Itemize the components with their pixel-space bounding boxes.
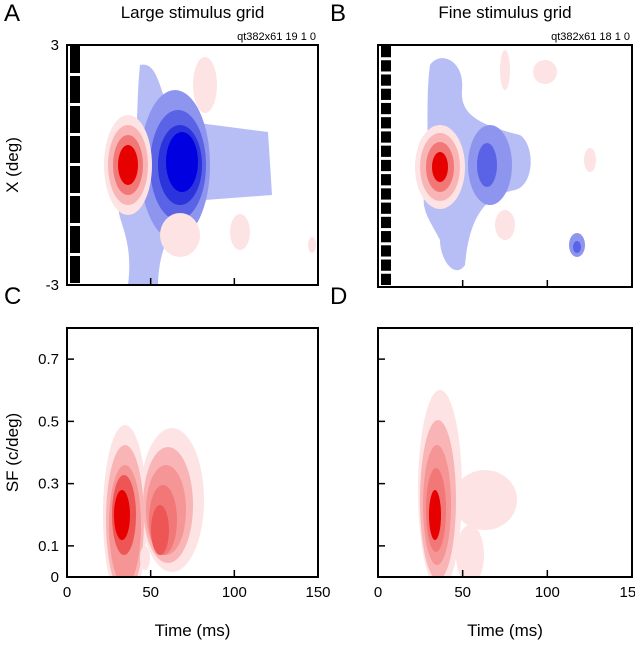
contour [456,525,484,577]
stimulus-bar [70,166,80,193]
stimulus-bar [381,131,391,143]
stimulus-bar [381,117,391,129]
contour [495,210,515,240]
contour-map [418,390,517,577]
stimulus-bar [381,159,391,172]
contour [500,50,510,90]
stimulus-bar [381,60,391,72]
contour [114,490,130,540]
contour-map [104,57,316,285]
stimulus-bar [381,188,391,200]
stimulus-bar [381,245,391,257]
stimulus-bar [70,136,80,163]
contour [453,470,517,530]
y-axis-label: SF (c/deg) [3,413,22,492]
panel-label: B [330,0,346,27]
contour [429,490,441,540]
stimulus-bar [381,74,391,86]
y-tick-label: 0 [51,569,59,586]
panel-title: Fine stimulus grid [438,3,571,22]
x-tick-label: 50 [454,584,471,601]
stimulus-bar [381,102,391,115]
stimulus-bar [381,145,391,157]
contour [166,132,198,192]
stimulus-bar [70,196,80,223]
plot-frame [377,44,633,288]
panel-label: C [4,283,21,310]
contour [193,57,217,113]
x-tick-label: 150 [619,584,635,601]
plot-frame [66,327,319,578]
stimulus-bar [381,259,391,271]
stimulus-bar [381,216,391,229]
x-axis-label: Time (ms) [467,621,543,640]
contour [140,546,150,570]
contour [584,148,596,172]
contour-map [415,50,596,271]
stimulus-bar [70,76,80,103]
panel-label: D [330,283,347,310]
contour-map [103,425,204,577]
plot-frame [377,327,633,578]
x-axis-label: Time (ms) [155,621,231,640]
x-tick-label: 100 [535,584,560,601]
contour [308,237,316,253]
stimulus-bar [381,174,391,186]
annotation: qt382x61 19 1 0 [237,31,316,43]
x-tick-label: 0 [374,584,382,601]
y-tick-label: 0.7 [38,351,59,368]
x-tick-label: 0 [63,584,71,601]
y-tick-label: -3 [46,277,59,294]
stimulus-bar [381,273,391,285]
contour [118,145,138,185]
annotation: qt382x61 18 1 0 [551,31,630,43]
y-tick-label: 3 [51,37,59,54]
contour [573,241,581,253]
stimulus-bar [381,202,391,214]
y-tick-label: 0.1 [38,538,59,555]
panel-title: Large stimulus grid [121,3,265,22]
stimulus-bar [70,46,80,73]
stimulus-bar [70,226,80,253]
y-axis-label: X (deg) [3,137,22,193]
plot-frame [66,44,319,286]
x-tick-label: 100 [222,584,247,601]
stimulus-bar [381,231,391,243]
x-tick-label: 150 [305,584,330,601]
y-tick-label: 0.5 [38,413,59,430]
stimulus-bar [70,106,80,133]
stimulus-bar [381,88,391,100]
contour [160,213,200,257]
contour [151,505,169,555]
stimulus-bar [70,256,80,283]
stimulus-bar [381,46,391,58]
y-tick-label: 0.3 [38,476,59,493]
x-tick-label: 50 [142,584,159,601]
panel-label: A [4,0,20,27]
contour [477,143,497,187]
contour [230,214,250,250]
contour [533,60,557,84]
contour [432,152,448,182]
